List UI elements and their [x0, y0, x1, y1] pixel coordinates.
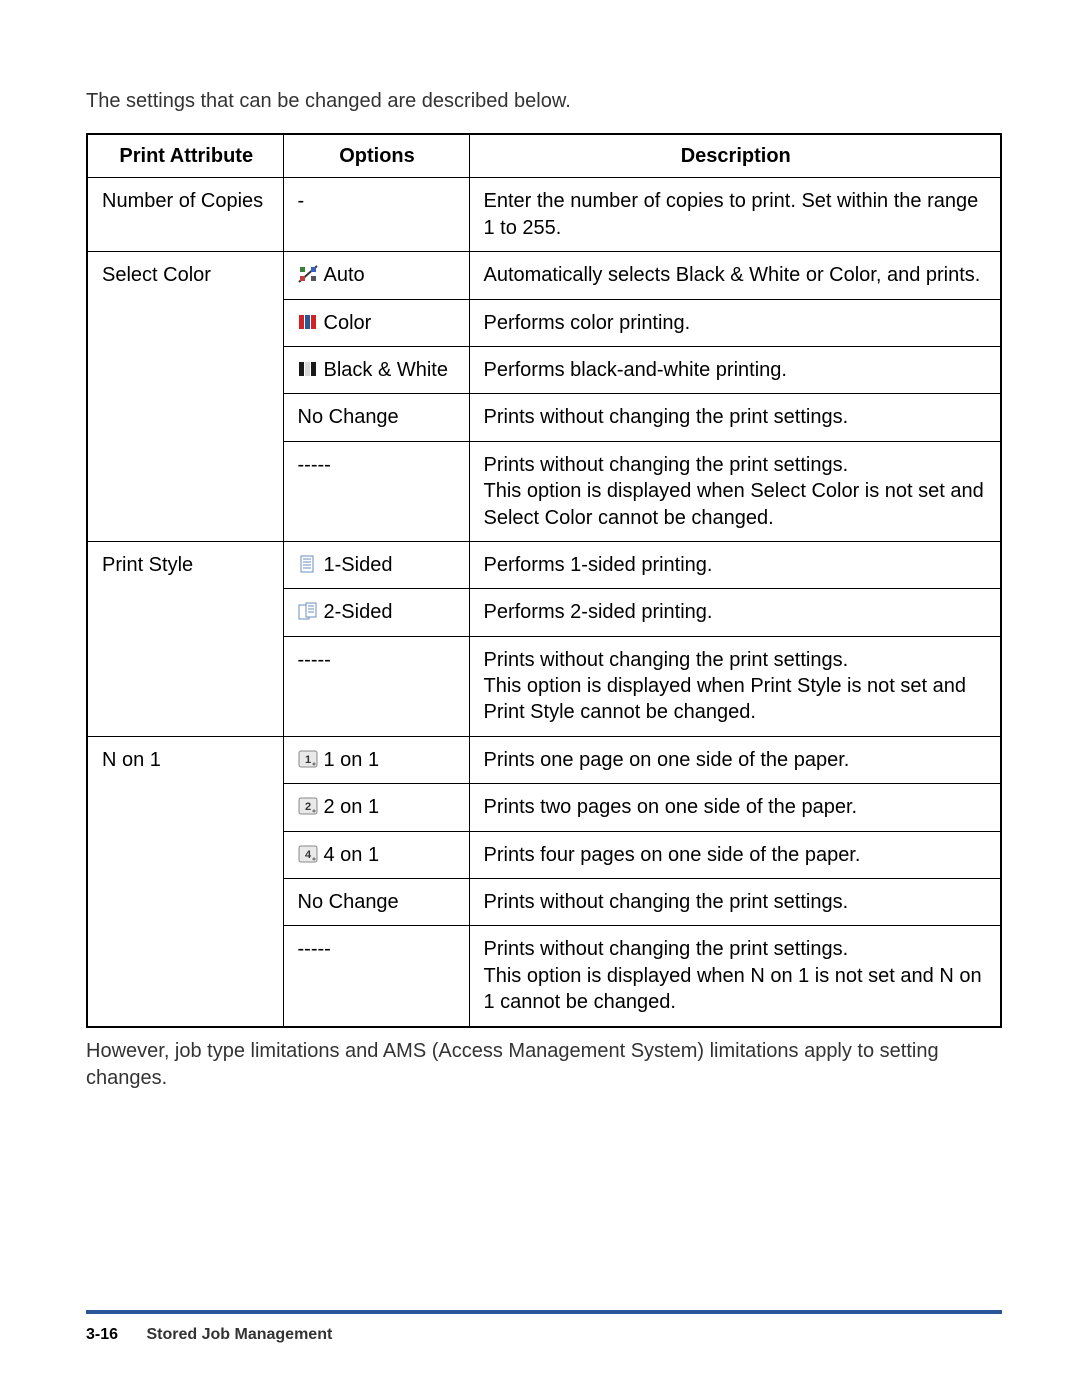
description-cell: Prints without changing the print settin…	[469, 394, 1001, 441]
table-row: N on 111 on 1Prints one page on one side…	[87, 736, 1001, 783]
option-label: -----	[298, 454, 331, 476]
table-row: Number of Copies- Enter the number of cop…	[87, 178, 1001, 252]
option-cell: 2-Sided	[283, 589, 469, 636]
one-sided-icon	[298, 555, 318, 573]
attribute-cell: N on 1	[87, 736, 283, 1026]
description-cell: Prints without changing the print settin…	[469, 441, 1001, 541]
description-cell: Prints without changing the print settin…	[469, 926, 1001, 1027]
svg-text:2: 2	[304, 801, 310, 813]
option-label: 1 on 1	[324, 749, 380, 771]
option-label: 2 on 1	[324, 796, 380, 818]
svg-text:1: 1	[304, 754, 310, 766]
option-cell: Color	[283, 299, 469, 346]
description-cell: Performs color printing.	[469, 299, 1001, 346]
description-cell: Performs 2-sided printing.	[469, 589, 1001, 636]
option-label: 2-Sided	[324, 601, 393, 623]
option-label: 1-Sided	[324, 554, 393, 576]
option-cell: 2 2 on 1	[283, 784, 469, 831]
attribute-cell: Number of Copies	[87, 178, 283, 252]
option-label: Color	[324, 312, 372, 334]
description-cell: Performs black-and-white printing.	[469, 346, 1001, 393]
n1-icon: 1	[298, 750, 318, 768]
option-label: No Change	[298, 891, 399, 913]
option-cell: -----	[283, 636, 469, 736]
footer-rule	[86, 1310, 1002, 1314]
option-cell: Black & White	[283, 346, 469, 393]
option-cell: Auto	[283, 252, 469, 299]
option-cell: -----	[283, 926, 469, 1027]
description-cell: Enter the number of copies to print. Set…	[469, 178, 1001, 252]
option-label: No Change	[298, 406, 399, 428]
option-cell: -----	[283, 441, 469, 541]
option-label: -	[298, 190, 305, 212]
option-label: Auto	[324, 264, 365, 286]
description-cell: Prints four pages on one side of the pap…	[469, 831, 1001, 878]
header-description: Description	[469, 134, 1001, 178]
option-cell: 1 1 on 1	[283, 736, 469, 783]
option-cell: No Change	[283, 394, 469, 441]
option-label: 4 on 1	[324, 844, 380, 866]
table-row: Print Style1-SidedPerforms 1-sided print…	[87, 541, 1001, 588]
svg-text:4: 4	[304, 849, 311, 861]
bw-bars-icon	[298, 360, 318, 378]
option-label: -----	[298, 649, 331, 671]
option-cell: 1-Sided	[283, 541, 469, 588]
footer-page-number: 3-16	[86, 1326, 118, 1343]
footer-line: 3-16 Stored Job Management	[86, 1326, 332, 1344]
table-header-row: Print Attribute Options Description	[87, 134, 1001, 178]
color-bars-icon	[298, 313, 318, 331]
option-cell: 4 4 on 1	[283, 831, 469, 878]
header-attribute: Print Attribute	[87, 134, 283, 178]
description-cell: Prints without changing the print settin…	[469, 636, 1001, 736]
auto-color-icon	[298, 265, 318, 283]
table-row: Select ColorAutoAutomatically selects Bl…	[87, 252, 1001, 299]
description-cell: Prints two pages on one side of the pape…	[469, 784, 1001, 831]
description-cell: Performs 1-sided printing.	[469, 541, 1001, 588]
n4-icon: 4	[298, 845, 318, 863]
attribute-cell: Print Style	[87, 541, 283, 736]
option-cell: -	[283, 178, 469, 252]
settings-table: Print Attribute Options Description Numb…	[86, 133, 1002, 1028]
footnote-text: However, job type limitations and AMS (A…	[86, 1038, 1002, 1092]
header-options: Options	[283, 134, 469, 178]
description-cell: Automatically selects Black & White or C…	[469, 252, 1001, 299]
description-cell: Prints one page on one side of the paper…	[469, 736, 1001, 783]
two-sided-icon	[298, 602, 318, 620]
option-label: -----	[298, 938, 331, 960]
attribute-cell: Select Color	[87, 252, 283, 542]
intro-text: The settings that can be changed are des…	[86, 90, 1002, 113]
n2-icon: 2	[298, 797, 318, 815]
option-cell: No Change	[283, 879, 469, 926]
footer-section-title: Stored Job Management	[146, 1326, 332, 1343]
description-cell: Prints without changing the print settin…	[469, 879, 1001, 926]
option-label: Black & White	[324, 359, 448, 381]
